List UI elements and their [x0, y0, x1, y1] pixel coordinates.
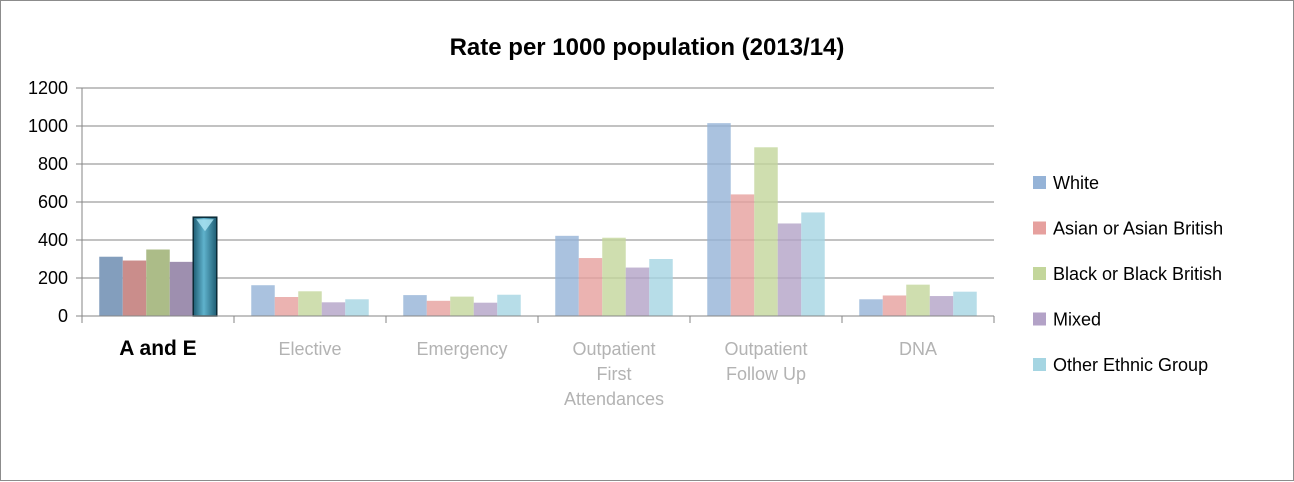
bar[interactable]	[450, 296, 474, 316]
bar[interactable]	[953, 291, 977, 316]
y-tick-label: 1200	[28, 78, 68, 98]
x-axis: A and E Elective Emergency Outpatient First A…	[81, 315, 995, 409]
bar[interactable]	[497, 294, 521, 316]
legend-swatch	[1033, 221, 1046, 235]
bar[interactable]	[906, 284, 930, 316]
legend-swatch	[1033, 176, 1046, 189]
legend: White Asian or Asian British Black or Blac…	[1033, 173, 1223, 375]
bar[interactable]	[298, 291, 322, 316]
legend-label: White	[1053, 173, 1099, 193]
bar[interactable]	[403, 295, 427, 316]
bar[interactable]	[321, 302, 346, 316]
bar[interactable]	[251, 285, 275, 316]
bar[interactable]	[602, 237, 626, 316]
legend-label: Other Ethnic Group	[1053, 355, 1208, 375]
bar[interactable]	[882, 295, 907, 316]
x-tick-label: Elective	[278, 339, 341, 359]
legend-label: Mixed	[1053, 310, 1101, 330]
bar[interactable]	[99, 256, 123, 316]
bar[interactable]	[578, 258, 603, 316]
bar[interactable]	[274, 297, 299, 316]
legend-swatch	[1033, 267, 1046, 280]
bar[interactable]	[754, 147, 778, 316]
bar-highlighted[interactable]	[192, 216, 218, 317]
bar[interactable]	[169, 261, 194, 316]
bar[interactable]	[707, 123, 731, 317]
gridlines	[82, 87, 994, 279]
bar[interactable]	[345, 299, 369, 316]
bar[interactable]	[473, 302, 498, 316]
bar[interactable]	[859, 299, 883, 316]
legend-swatch	[1033, 358, 1046, 371]
x-tick-label: Emergency	[416, 339, 507, 359]
legend-label: Asian or Asian British	[1053, 219, 1223, 239]
bar[interactable]	[426, 300, 451, 316]
y-tick-label: 200	[38, 268, 68, 288]
legend-swatch	[1033, 312, 1046, 326]
y-tick-label: 400	[38, 230, 68, 250]
legend-label: Black or Black British	[1053, 264, 1222, 284]
chart-title: Rate per 1000 population (2013/14)	[450, 34, 845, 61]
x-tick-label: A and E	[119, 337, 196, 360]
bar[interactable]	[730, 194, 755, 316]
bar[interactable]	[122, 260, 147, 316]
bar[interactable]	[777, 223, 802, 316]
y-tick-label: 600	[38, 192, 68, 212]
x-tick-label: Outpatient Follow Up	[724, 339, 807, 384]
x-tick-label: DNA	[899, 339, 937, 359]
y-tick-label: 1000	[28, 116, 68, 136]
bar[interactable]	[555, 235, 579, 316]
bar[interactable]	[929, 296, 954, 316]
x-tick-label: Outpatient First Attendances	[564, 339, 664, 409]
bar[interactable]	[649, 259, 673, 316]
bar[interactable]	[146, 249, 170, 317]
bar[interactable]	[625, 267, 650, 316]
y-tick-label: 0	[58, 306, 68, 326]
y-tick-label: 800	[38, 154, 68, 174]
bars	[99, 123, 977, 317]
bar[interactable]	[801, 212, 825, 316]
y-axis: 0 200 400 600 800 1000 1200	[28, 78, 83, 326]
bar-highlight-marker	[196, 219, 214, 232]
